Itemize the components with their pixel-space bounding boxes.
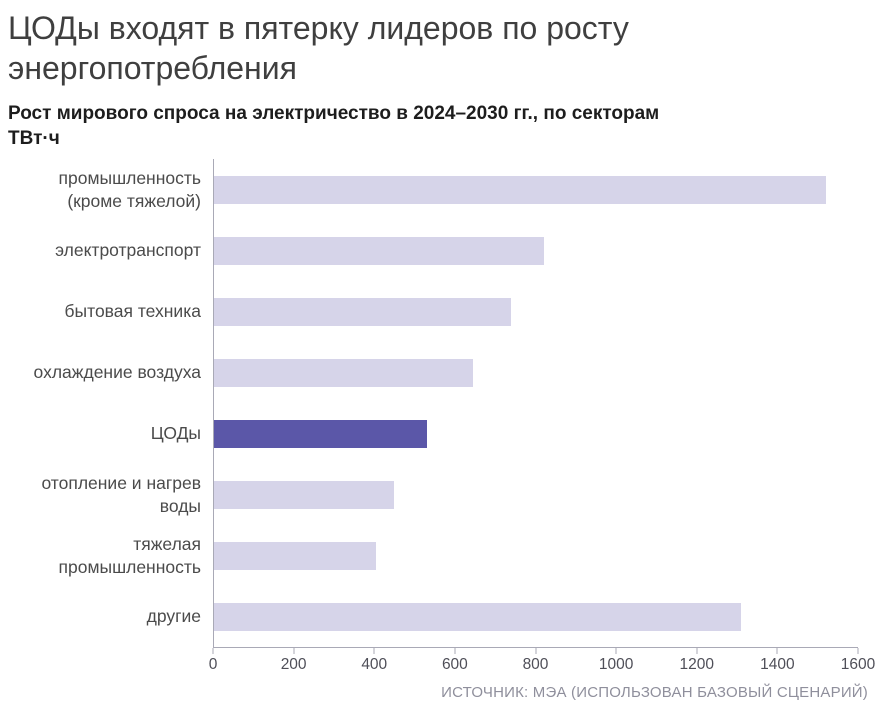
bar (213, 236, 544, 265)
bar-area (213, 297, 858, 326)
bar-area (213, 236, 858, 265)
category-label: электротранспорт (55, 240, 201, 260)
bar-area (213, 541, 858, 570)
x-tick-label: 800 (522, 656, 549, 673)
chart-row: охлаждение воздуха (8, 342, 858, 403)
x-tick-label: 200 (280, 656, 307, 673)
category-label: ЦОДы (150, 423, 201, 443)
category-label: отопление и нагрев воды (41, 472, 201, 516)
x-tick-label: 1600 (840, 656, 876, 673)
x-tick-mark (857, 648, 859, 654)
category-label: бытовая техника (64, 301, 201, 321)
x-tick-label: 1200 (679, 656, 714, 673)
bar (213, 541, 377, 570)
page-title: ЦОДы входят в пятерку лидеров по росту э… (8, 10, 629, 86)
unit-label: ТВт·ч (8, 128, 60, 149)
x-tick-mark (293, 648, 295, 654)
bar (213, 480, 395, 509)
x-tick-label: 400 (361, 656, 388, 673)
bar-area (213, 419, 858, 448)
bar-chart: промышленность (кроме тяжелой) электротра… (8, 159, 875, 680)
chart-row: тяжелая промышленность (8, 525, 858, 586)
chart-row: ЦОДы (8, 403, 858, 464)
bar (213, 297, 512, 326)
chart-row: электротранспорт (8, 220, 858, 281)
bar-area (213, 480, 858, 509)
bar (213, 358, 474, 387)
chart-row: промышленность (кроме тяжелой) (8, 159, 858, 220)
x-tick-label: 600 (441, 656, 468, 673)
chart-rows: промышленность (кроме тяжелой) электротра… (8, 159, 858, 647)
x-tick-mark (212, 648, 214, 654)
chart-row: бытовая техника (8, 281, 858, 342)
x-axis-ticks: 0 200 400 600 800 1000 1200 1400 1600 (209, 648, 875, 680)
x-tick-mark (454, 648, 456, 654)
bar-highlighted (213, 419, 427, 448)
category-label: другие (146, 606, 201, 626)
x-tick-label: 1400 (760, 656, 795, 673)
x-tick-label: 0 (208, 656, 218, 673)
chart-subtitle: Рост мирового спроса на электричество в … (8, 103, 660, 124)
x-tick-label: 1000 (598, 656, 634, 673)
bar-area (213, 358, 858, 387)
x-tick-mark (615, 648, 617, 654)
category-label: промышленность (кроме тяжелой) (58, 167, 201, 211)
category-label: тяжелая промышленность (58, 533, 201, 577)
bar (213, 175, 826, 204)
chart-row: отопление и нагрев воды (8, 464, 858, 525)
chart-row: другие (8, 586, 858, 647)
source-note: ИСТОЧНИК: МЭА (ИСПОЛЬЗОВАН БАЗОВЫЙ СЦЕНА… (441, 684, 868, 701)
x-tick-mark (535, 648, 536, 654)
x-tick-mark (696, 648, 698, 654)
category-label: охлаждение воздуха (33, 362, 201, 382)
bar-area (213, 175, 858, 204)
x-axis-line (213, 647, 858, 648)
x-tick-mark (776, 648, 778, 654)
bar (213, 602, 742, 631)
x-tick-mark (373, 648, 375, 654)
bar-area (213, 602, 858, 631)
